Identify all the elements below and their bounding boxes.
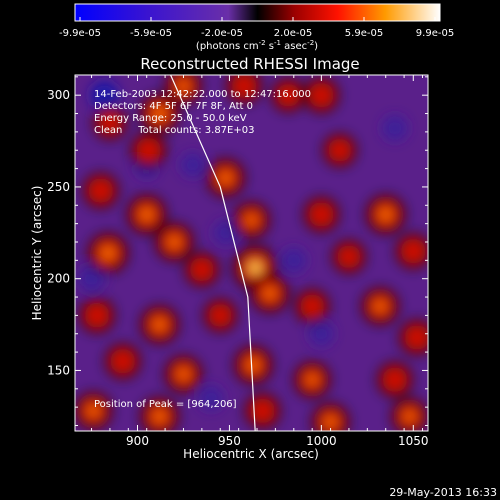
emission-source-5 — [92, 105, 128, 141]
axis-ticks: 900 950 1000 1050 150 200 250 300 — [47, 75, 429, 448]
emission-source-31 — [376, 361, 414, 399]
emission-source-12 — [232, 200, 271, 239]
emission-source-32 — [75, 391, 113, 431]
peak-position-label: Position of Peak = [964,206] — [94, 399, 237, 410]
colorbar-unit-label: (photons cm-2 s-1 asec-2) — [196, 39, 318, 52]
y-tick-label-3: 300 — [47, 88, 70, 102]
chart-title: Reconstructed RHESSI Image — [140, 55, 359, 73]
y-tick-label-1: 200 — [47, 272, 70, 286]
footer-timestamp: 29-May-2013 16:33 — [389, 486, 497, 499]
emission-source-30 — [293, 360, 332, 399]
colorbar-tick-label-0: -9.9e-05 — [59, 28, 101, 39]
emission-source-10 — [126, 193, 168, 235]
annotation-detectors: Detectors: 4F 5F 6F 7F 8F, Att 0 — [94, 101, 253, 112]
solar-limb-line — [170, 75, 256, 431]
annotation-counts: Clean Total counts: 3.87E+03 — [94, 125, 254, 136]
emission-source-21 — [139, 304, 180, 345]
emission-source-3 — [270, 77, 306, 113]
emission-source-33 — [139, 396, 180, 431]
colorbar-tick-label-2: -2.0e-05 — [201, 28, 243, 39]
emission-source-19 — [394, 232, 428, 270]
negative-source-3 — [382, 115, 408, 142]
x-tick-label-1: 950 — [218, 434, 241, 448]
x-tick-label-0: 900 — [126, 434, 149, 448]
emission-source-6 — [130, 131, 168, 169]
y-axis-label: Heliocentric Y (arcsec) — [30, 186, 44, 321]
negative-source-0 — [90, 80, 119, 110]
emission-source-23 — [249, 273, 290, 314]
emission-source-4 — [302, 76, 340, 114]
colorbar-tick-label-5: 9.9e-05 — [416, 28, 454, 39]
annotation-energy: Energy Range: 25.0 - 50.0 keV — [94, 113, 247, 124]
negative-source-5 — [213, 220, 239, 246]
y-tick-label-2: 250 — [47, 180, 70, 194]
colorbar-tick-label-4: 5.9e-05 — [345, 28, 383, 39]
emission-source-35 — [311, 402, 351, 431]
emission-source-2 — [225, 75, 263, 105]
emission-source-15 — [87, 232, 130, 274]
emission-source-7 — [205, 157, 246, 198]
plot-frame — [74, 74, 429, 432]
negative-source-2 — [180, 152, 206, 178]
emission-source-13 — [302, 195, 340, 233]
heatmap-layer — [75, 75, 428, 431]
emission-source-8 — [322, 132, 358, 168]
negative-source-4 — [78, 265, 105, 292]
emission-source-29 — [233, 344, 274, 385]
emission-source-0 — [139, 93, 181, 135]
emission-source-22 — [202, 297, 238, 333]
colorbar — [74, 3, 441, 22]
emission-source-9 — [82, 172, 120, 210]
negative-source-6 — [280, 247, 307, 274]
negative-source-7 — [308, 321, 334, 347]
emission-source-24 — [294, 288, 331, 325]
colorbar-tick-label-1: -5.9e-05 — [130, 28, 172, 39]
emission-source-26 — [398, 318, 428, 356]
emission-source-16 — [183, 251, 220, 288]
emission-source-34 — [244, 392, 282, 430]
emission-source-11 — [154, 221, 195, 262]
emission-source-36 — [390, 397, 428, 431]
y-tick-label-0: 150 — [47, 363, 70, 377]
emission-source-14 — [365, 193, 407, 235]
negative-source-8 — [198, 385, 224, 411]
emission-source-20 — [78, 296, 116, 334]
annotation-time: 14-Feb-2003 12:42:22.000 to 12:47:16.000 — [94, 89, 311, 100]
image-plot-area — [75, 75, 428, 431]
x-axis-label: Heliocentric X (arcsec) — [183, 447, 319, 461]
emission-source-28 — [163, 354, 203, 394]
colorbar-tick-label-3: 2.0e-05 — [274, 28, 312, 39]
x-tick-label-3: 1050 — [398, 434, 429, 448]
emission-source-25 — [360, 286, 400, 326]
emission-source-18 — [331, 239, 367, 275]
annotation-block: 14-Feb-2003 12:42:22.000 to 12:47:16.000… — [94, 89, 311, 136]
x-tick-label-2: 1000 — [306, 434, 337, 448]
emission-source-27 — [104, 342, 142, 380]
colorbar-ticks: -9.9e-05 -5.9e-05 -2.0e-05 2.0e-05 5.9e-05 9.… — [59, 17, 454, 39]
